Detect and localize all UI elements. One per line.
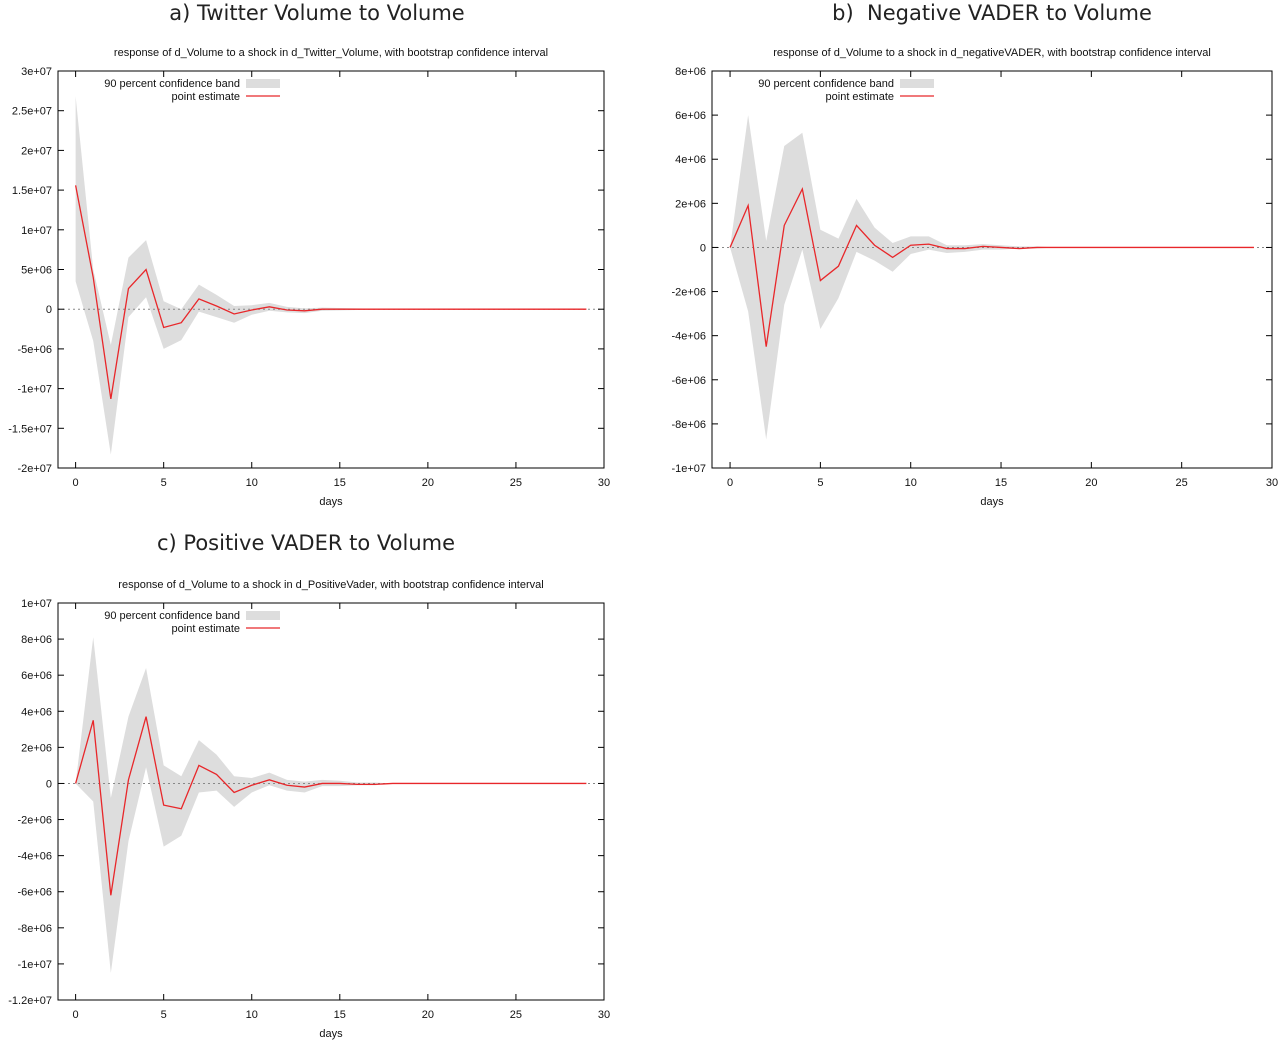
chart-panel-positive-vader: c) Positive VADER to Volume response of … bbox=[0, 530, 640, 1040]
point-estimate-line bbox=[74, 716, 587, 896]
y-tick-label: 1e+07 bbox=[21, 225, 52, 237]
x-tick-label: 25 bbox=[510, 1009, 522, 1021]
chart-subtitle: response of d_Volume to a shock in d_Twi… bbox=[114, 47, 548, 59]
y-tick-label: -1.2e+07 bbox=[8, 995, 52, 1007]
x-tick-label: 10 bbox=[246, 1009, 258, 1021]
y-tick-label: -2e+06 bbox=[17, 815, 52, 827]
legend-band-label: 90 percent confidence band bbox=[758, 78, 894, 90]
y-tick-label: 1e+07 bbox=[21, 598, 52, 610]
y-tick-label: -2e+06 bbox=[671, 287, 706, 299]
legend-band-swatch bbox=[900, 79, 934, 88]
x-tick-label: 5 bbox=[817, 477, 823, 489]
y-tick-label: 2e+06 bbox=[675, 198, 706, 210]
y-tick-label: 2e+07 bbox=[21, 145, 52, 157]
x-tick-label: 20 bbox=[422, 477, 434, 489]
y-tick-label: 4e+06 bbox=[21, 706, 52, 718]
x-tick-label: 30 bbox=[598, 477, 610, 489]
legend-band-swatch bbox=[246, 79, 280, 88]
panel-title: a) Twitter Volume to Volume bbox=[169, 1, 465, 25]
y-tick-label: 8e+06 bbox=[21, 634, 52, 646]
x-tick-label: 5 bbox=[161, 1009, 167, 1021]
y-tick-label: 2.5e+07 bbox=[12, 106, 52, 118]
x-tick-label: 15 bbox=[334, 1009, 346, 1021]
y-tick-label: -1.5e+07 bbox=[8, 423, 52, 435]
x-tick-label: 30 bbox=[1266, 477, 1278, 489]
confidence-band bbox=[75, 96, 587, 455]
chart-panel-twitter-volume: a) Twitter Volume to Volume response of … bbox=[0, 0, 640, 520]
y-tick-label: -4e+06 bbox=[671, 331, 706, 343]
y-tick-label: -1e+07 bbox=[17, 959, 52, 971]
x-axis-label: days bbox=[319, 496, 343, 508]
y-tick-label: 8e+06 bbox=[675, 66, 706, 78]
x-tick-label: 0 bbox=[73, 1009, 79, 1021]
chart-panel-negative-vader: b) Negative VADER to Volume response of … bbox=[652, 0, 1280, 520]
y-tick-label: 3e+07 bbox=[21, 66, 52, 78]
chart-svg: response of d_Volume to a shock in d_Pos… bbox=[8, 579, 610, 1040]
y-tick-label: -8e+06 bbox=[17, 923, 52, 935]
x-axis-label: days bbox=[980, 496, 1004, 508]
y-tick-label: 5e+06 bbox=[21, 265, 52, 277]
x-tick-label: 5 bbox=[161, 477, 167, 489]
y-tick-label: 0 bbox=[46, 778, 52, 790]
x-tick-label: 25 bbox=[1176, 477, 1188, 489]
x-tick-label: 0 bbox=[73, 477, 79, 489]
x-tick-label: 15 bbox=[995, 477, 1007, 489]
x-tick-label: 0 bbox=[727, 477, 733, 489]
y-tick-label: 4e+06 bbox=[675, 154, 706, 166]
x-tick-label: 20 bbox=[1085, 477, 1097, 489]
chart-svg: response of d_Volume to a shock in d_Twi… bbox=[8, 47, 610, 508]
legend-band-label: 90 percent confidence band bbox=[104, 78, 240, 90]
legend-point-label: point estimate bbox=[172, 91, 240, 103]
y-tick-label: -4e+06 bbox=[17, 851, 52, 863]
x-tick-label: 30 bbox=[598, 1009, 610, 1021]
point-estimate-line bbox=[729, 186, 1254, 347]
y-tick-label: -2e+07 bbox=[17, 463, 52, 475]
y-tick-label: -5e+06 bbox=[17, 344, 52, 356]
legend-point-label: point estimate bbox=[826, 91, 894, 103]
legend-band-label: 90 percent confidence band bbox=[104, 610, 240, 622]
y-tick-label: 1.5e+07 bbox=[12, 185, 52, 197]
y-tick-label: -1e+07 bbox=[671, 463, 706, 475]
y-tick-label: -1e+07 bbox=[17, 384, 52, 396]
y-tick-label: 2e+06 bbox=[21, 742, 52, 754]
panel-title: c) Positive VADER to Volume bbox=[157, 531, 455, 555]
chart-subtitle: response of d_Volume to a shock in d_neg… bbox=[773, 47, 1211, 59]
confidence-band bbox=[730, 115, 1254, 440]
y-tick-label: 6e+06 bbox=[21, 670, 52, 682]
panel-title: b) Negative VADER to Volume bbox=[832, 1, 1152, 25]
y-tick-label: -8e+06 bbox=[671, 419, 706, 431]
plot-frame bbox=[57, 602, 605, 1001]
legend-band-swatch bbox=[246, 611, 280, 620]
confidence-band bbox=[75, 637, 587, 973]
chart-subtitle: response of d_Volume to a shock in d_Pos… bbox=[118, 579, 543, 591]
y-tick-label: 0 bbox=[700, 242, 706, 254]
x-axis-label: days bbox=[319, 1028, 343, 1040]
x-tick-label: 10 bbox=[246, 477, 258, 489]
x-tick-label: 15 bbox=[334, 477, 346, 489]
x-tick-label: 25 bbox=[510, 477, 522, 489]
point-estimate-line bbox=[74, 185, 587, 400]
legend-point-label: point estimate bbox=[172, 623, 240, 635]
x-tick-label: 10 bbox=[905, 477, 917, 489]
x-tick-label: 20 bbox=[422, 1009, 434, 1021]
y-tick-label: -6e+06 bbox=[671, 375, 706, 387]
y-tick-label: 0 bbox=[46, 304, 52, 316]
y-tick-label: -6e+06 bbox=[17, 887, 52, 899]
chart-svg: response of d_Volume to a shock in d_neg… bbox=[671, 47, 1278, 508]
plot-frame bbox=[711, 70, 1273, 469]
y-tick-label: 6e+06 bbox=[675, 110, 706, 122]
